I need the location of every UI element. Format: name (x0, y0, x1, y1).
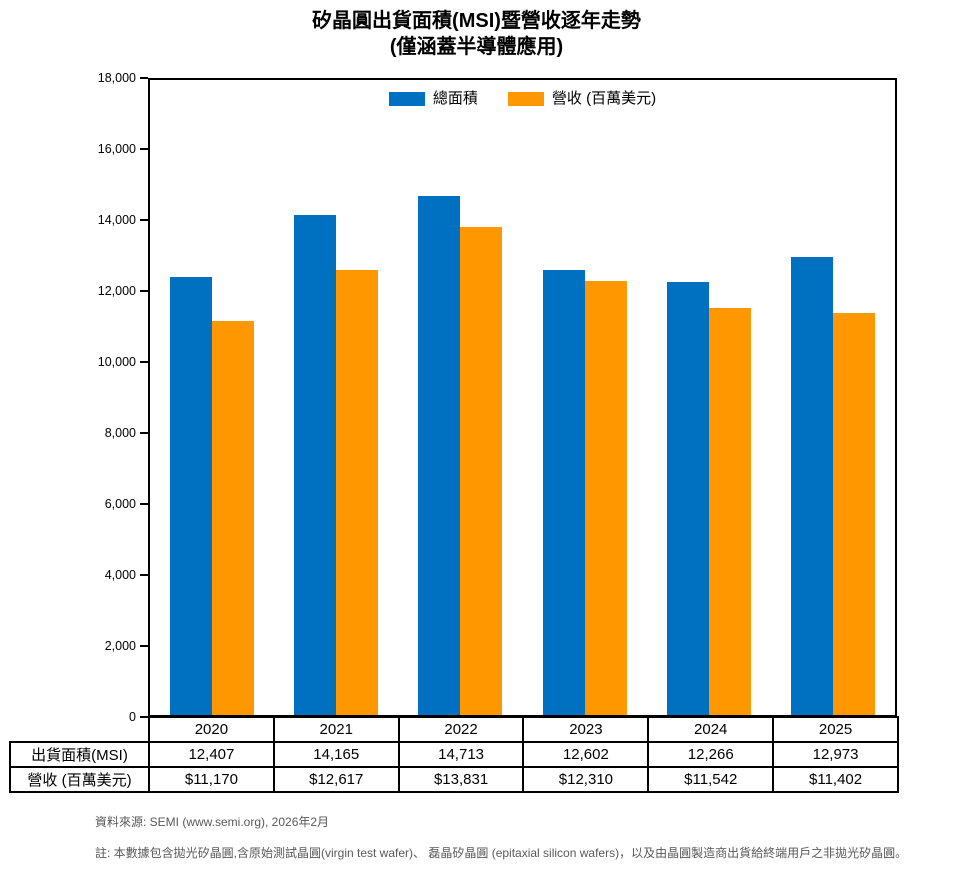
bar-revenue-2025 (832, 312, 875, 715)
y-axis-tick (140, 432, 148, 434)
data-table: 2020 2021 2022 2023 2024 2025 出貨面積(MSI) 12,407 1… (9, 716, 899, 793)
y-axis-tick-label: 14,000 (97, 213, 136, 227)
chart-plot-area: 總面積 營收 (百萬美元) (148, 78, 897, 717)
revenue-value-cell: $12,310 (522, 766, 650, 793)
bar-revenue-2021 (336, 269, 379, 715)
year-cell: 2020 (148, 716, 275, 743)
y-axis-tick-label: 18,000 (97, 71, 136, 85)
legend-label: 總面積 (432, 90, 478, 107)
bar-area-2021 (294, 215, 337, 715)
year-cell: 2022 (397, 716, 525, 743)
area-value-cell: 12,602 (522, 741, 650, 768)
y-axis-tick (140, 645, 148, 647)
chart-legend: 總面積 營收 (百萬美元) (150, 91, 895, 107)
y-axis-tick (140, 574, 148, 576)
bar-revenue-2020 (212, 320, 255, 715)
y-axis-tick (140, 290, 148, 292)
area-value-cell: 14,165 (272, 741, 400, 768)
year-cell: 2025 (772, 716, 899, 743)
bar-area-2020 (170, 277, 213, 715)
bars-container (150, 80, 895, 715)
y-axis-tick (140, 503, 148, 505)
bar-area-2023 (542, 270, 585, 715)
note-text: 註: 本數據包含拋光矽晶圓,含原始測試晶圓(virgin test wafer)… (95, 846, 908, 860)
bar-revenue-2024 (708, 307, 751, 715)
area-value-cell: 12,407 (148, 741, 275, 768)
table-row: 出貨面積(MSI) 12,407 14,165 14,713 12,602 12,266 1… (9, 741, 899, 768)
y-axis-tick-label: 12,000 (97, 284, 136, 298)
year-cell: 2021 (272, 716, 400, 743)
revenue-value-cell: $13,831 (397, 766, 525, 793)
y-axis-tick-label: 4,000 (104, 568, 136, 582)
revenue-value-cell: $11,542 (647, 766, 775, 793)
chart-title-line1: 矽晶圓出貨面積(MSI)暨營收逐年走勢 (312, 10, 641, 32)
y-axis-tick (140, 77, 148, 79)
legend-item-revenue: 營收 (百萬美元) (507, 90, 657, 107)
y-axis-tick-label: 0 (129, 710, 136, 724)
year-cell: 2023 (522, 716, 650, 743)
bar-area-2024 (666, 282, 709, 715)
area-value-cell: 14,713 (397, 741, 525, 768)
bar-area-2022 (418, 195, 461, 715)
revenue-value-cell: $11,402 (772, 766, 899, 793)
bar-revenue-2023 (584, 280, 627, 715)
revenue-value-cell: $12,617 (272, 766, 400, 793)
y-axis-tick (140, 361, 148, 363)
y-axis-tick (140, 148, 148, 150)
table-row: 營收 (百萬美元) $11,170 $12,617 $13,831 $12,310 $11… (9, 766, 899, 793)
y-axis-tick (140, 219, 148, 221)
bar-revenue-2022 (460, 227, 503, 715)
table-row: 2020 2021 2022 2023 2024 2025 (10, 716, 899, 743)
page-title: 矽晶圓出貨面積(MSI)暨營收逐年走勢 (僅涵蓋半導體應用) (0, 8, 953, 60)
row-label-cell: 營收 (百萬美元) (9, 766, 150, 793)
bar-area-2025 (790, 257, 833, 715)
row-label-cell: 出貨面積(MSI) (9, 741, 150, 768)
legend-swatch-area (388, 92, 425, 106)
area-value-cell: 12,973 (772, 741, 899, 768)
legend-label: 營收 (百萬美元) (551, 90, 657, 107)
y-axis-tick-label: 16,000 (97, 142, 136, 156)
table-corner-spacer (10, 717, 149, 742)
y-axis-tick-label: 8,000 (104, 426, 136, 440)
chart-title-line2: (僅涵蓋半導體應用) (389, 36, 564, 58)
revenue-value-cell: $11,170 (148, 766, 275, 793)
legend-item-area: 總面積 (388, 90, 478, 107)
y-axis-tick-label: 2,000 (104, 639, 136, 653)
area-value-cell: 12,266 (647, 741, 775, 768)
legend-swatch-revenue (507, 92, 544, 106)
source-text: 資料來源: SEMI (www.semi.org), 2026年2月 (95, 815, 330, 829)
y-axis-tick-label: 10,000 (97, 355, 136, 369)
y-axis-tick (140, 716, 148, 718)
y-axis-tick-label: 6,000 (104, 497, 136, 511)
year-cell: 2024 (647, 716, 775, 743)
